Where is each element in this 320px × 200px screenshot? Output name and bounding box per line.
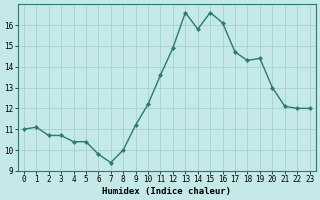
X-axis label: Humidex (Indice chaleur): Humidex (Indice chaleur) xyxy=(102,187,231,196)
